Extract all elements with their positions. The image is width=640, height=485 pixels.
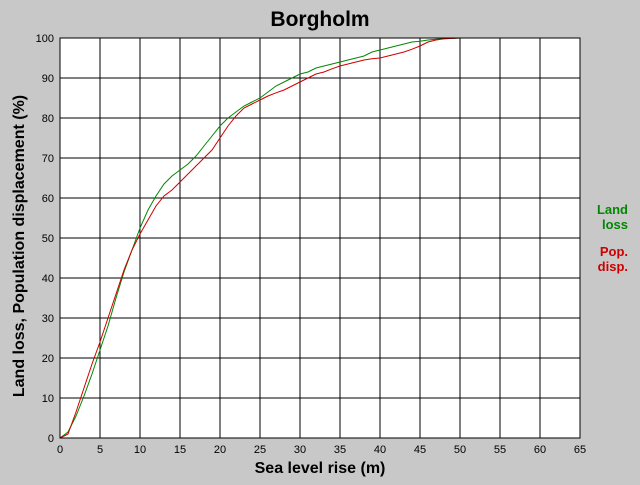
x-tick-label: 0 xyxy=(57,444,63,456)
series-layer xyxy=(59,37,580,439)
legend-label-0: loss xyxy=(602,217,628,232)
y-axis-label: Land loss, Population displacement (%) xyxy=(11,95,28,397)
x-tick-label: 35 xyxy=(334,444,346,456)
plot-border xyxy=(59,37,581,439)
x-tick-label: 25 xyxy=(254,444,266,456)
x-tick-label: 60 xyxy=(534,444,546,456)
y-tick-label: 0 xyxy=(48,433,54,445)
legend-label-1: disp. xyxy=(598,259,628,274)
y-tick-label: 30 xyxy=(42,313,54,325)
y-tick-label: 70 xyxy=(42,153,54,165)
y-tick-label: 100 xyxy=(36,33,54,45)
x-axis-label: Sea level rise (m) xyxy=(255,460,386,477)
x-tick-label: 10 xyxy=(134,444,146,456)
legend-label-0: Land xyxy=(597,202,628,217)
tick-labels: 0 5 10 15 20 25 30 35 40 45 50 55 60 65 0 10 20 30 40 50 60 7… xyxy=(36,33,586,456)
x-tick-label: 40 xyxy=(374,444,386,456)
x-tick-label: 20 xyxy=(214,444,226,456)
y-tick-label: 20 xyxy=(42,353,54,365)
y-tick-label: 80 xyxy=(42,113,54,125)
chart-title: Borgholm xyxy=(270,8,369,31)
series-line-1 xyxy=(59,37,580,439)
y-tick-label: 10 xyxy=(42,393,54,405)
x-tick-label: 65 xyxy=(574,444,586,456)
x-tick-label: 50 xyxy=(454,444,466,456)
legend-label-1: Pop. xyxy=(600,244,628,259)
x-tick-label: 5 xyxy=(97,444,103,456)
x-tick-label: 15 xyxy=(174,444,186,456)
y-tick-label: 50 xyxy=(42,233,54,245)
x-tick-label: 55 xyxy=(494,444,506,456)
x-tick-label: 30 xyxy=(294,444,306,456)
y-tick-label: 60 xyxy=(42,193,54,205)
y-tick-label: 40 xyxy=(42,273,54,285)
x-tick-label: 45 xyxy=(414,444,426,456)
y-tick-label: 90 xyxy=(42,73,54,85)
